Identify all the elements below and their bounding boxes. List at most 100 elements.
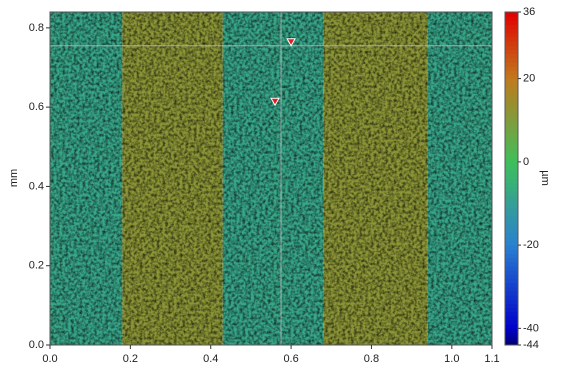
colorbar-segment xyxy=(505,248,518,254)
colorbar-segment xyxy=(505,15,518,21)
y-tick-label: 0.8 xyxy=(29,22,44,34)
colorbar-segment xyxy=(505,28,518,34)
colorbar-tick-label: -44 xyxy=(523,339,539,351)
x-tick-label: 0.8 xyxy=(364,353,379,365)
colorbar-segment xyxy=(505,19,518,25)
colorbar-segment xyxy=(505,319,518,325)
x-tick-label: 1.1 xyxy=(484,353,499,365)
colorbar-segment xyxy=(505,115,518,121)
colorbar-segment xyxy=(505,23,518,30)
colorbar-segment xyxy=(505,327,518,334)
colorbar-tick-label: 36 xyxy=(523,6,535,18)
plot-frame xyxy=(49,11,493,346)
colorbar-segment xyxy=(505,227,518,234)
x-tick-label: 0.0 xyxy=(42,353,57,365)
colorbar-segment xyxy=(505,165,518,171)
colorbar-segment xyxy=(505,11,518,17)
colorbar-segment xyxy=(505,277,518,284)
colorbar-segment xyxy=(505,98,518,105)
surface-texture xyxy=(50,12,492,345)
y-tick-label: 0.2 xyxy=(29,260,44,272)
colorbar-segment xyxy=(505,190,518,196)
colorbar-segment xyxy=(505,78,518,84)
colorbar-segment xyxy=(505,169,518,175)
colorbar-segment xyxy=(505,207,518,213)
colorbar-segment xyxy=(505,107,518,113)
colorbar-segment xyxy=(505,236,518,242)
colorbar-segment xyxy=(505,252,518,259)
x-tick-label: 0.2 xyxy=(123,353,138,365)
colorbar-segment xyxy=(505,90,518,96)
colorbar-segment xyxy=(505,86,518,92)
colorbar-segment xyxy=(505,53,518,59)
colorbar-segment xyxy=(505,186,518,192)
colorbar-segment xyxy=(505,311,518,317)
y-axis-label: mm xyxy=(8,169,20,187)
x-tick-label: 1.0 xyxy=(444,353,459,365)
colorbar-segment xyxy=(505,94,518,100)
x-tick-label: 0.4 xyxy=(203,353,218,365)
colorbar-tick-label: -40 xyxy=(523,322,539,334)
colorbar-segment xyxy=(505,211,518,217)
y-tick-label: 0.4 xyxy=(29,180,44,192)
colorbar-segment xyxy=(505,153,518,159)
colorbar-segment xyxy=(505,215,518,221)
colorbar-segment xyxy=(505,261,518,267)
marker xyxy=(286,38,296,47)
colorbar-segment xyxy=(505,73,518,80)
colorbar-tick-label: 0 xyxy=(523,156,529,168)
colorbar-tick-label: 20 xyxy=(523,73,535,85)
colorbar-label: µm xyxy=(539,170,551,186)
colorbar-segment xyxy=(505,44,518,50)
colorbar-frame xyxy=(504,11,519,346)
colorbar-segment xyxy=(505,223,518,229)
colorbar-segment xyxy=(505,128,518,134)
colorbar-segment xyxy=(505,69,518,75)
colorbar-segment xyxy=(505,290,518,296)
colorbar-segment xyxy=(505,298,518,304)
colorbar-segment xyxy=(505,232,518,238)
colorbar-segment xyxy=(505,65,518,71)
colorbar-segment xyxy=(505,57,518,63)
colorbar-segment xyxy=(505,202,518,209)
colorbar-segment xyxy=(505,157,518,163)
colorbar-segment xyxy=(505,178,518,184)
colorbar-segment xyxy=(505,182,518,188)
colorbar-segment xyxy=(505,82,518,88)
colorbar-segment xyxy=(505,48,518,55)
colorbar-segment xyxy=(505,32,518,38)
colorbar-segment xyxy=(505,269,518,275)
colorbar-segment xyxy=(505,194,518,200)
colorbar-segment xyxy=(505,132,518,138)
colorbar-segment xyxy=(505,173,518,179)
colorbar-segment xyxy=(505,36,518,42)
colorbar-segment xyxy=(505,340,518,346)
colorbar-segment xyxy=(505,140,518,146)
colorbar-segment xyxy=(505,302,518,309)
y-tick-label: 0.0 xyxy=(29,339,44,351)
colorbar-segment xyxy=(505,315,518,321)
colorbar-segment xyxy=(505,273,518,279)
colorbar-segment xyxy=(505,282,518,288)
colorbar-segment xyxy=(505,148,518,155)
colorbar-segment xyxy=(505,219,518,225)
colorbar-segment xyxy=(505,323,518,329)
colorbar-segment xyxy=(505,294,518,300)
colorbar-segment xyxy=(505,265,518,271)
colorbar-segment xyxy=(505,198,518,204)
y-tick-label: 0.6 xyxy=(29,101,44,113)
colorbar-segment xyxy=(505,144,518,150)
colorbar-segment xyxy=(505,40,518,46)
colorbar-segment xyxy=(505,244,518,250)
colorbar-segment xyxy=(505,61,518,67)
colorbar-segment xyxy=(505,257,518,263)
colorbar-segment xyxy=(505,119,518,125)
marker xyxy=(270,97,280,107)
colorbar-segment xyxy=(505,307,518,313)
colorbar-segment xyxy=(505,103,518,109)
x-tick-label: 0.6 xyxy=(283,353,298,365)
colorbar-segment xyxy=(505,332,518,338)
colorbar-segment xyxy=(505,161,518,167)
colorbar-segment xyxy=(505,136,518,142)
